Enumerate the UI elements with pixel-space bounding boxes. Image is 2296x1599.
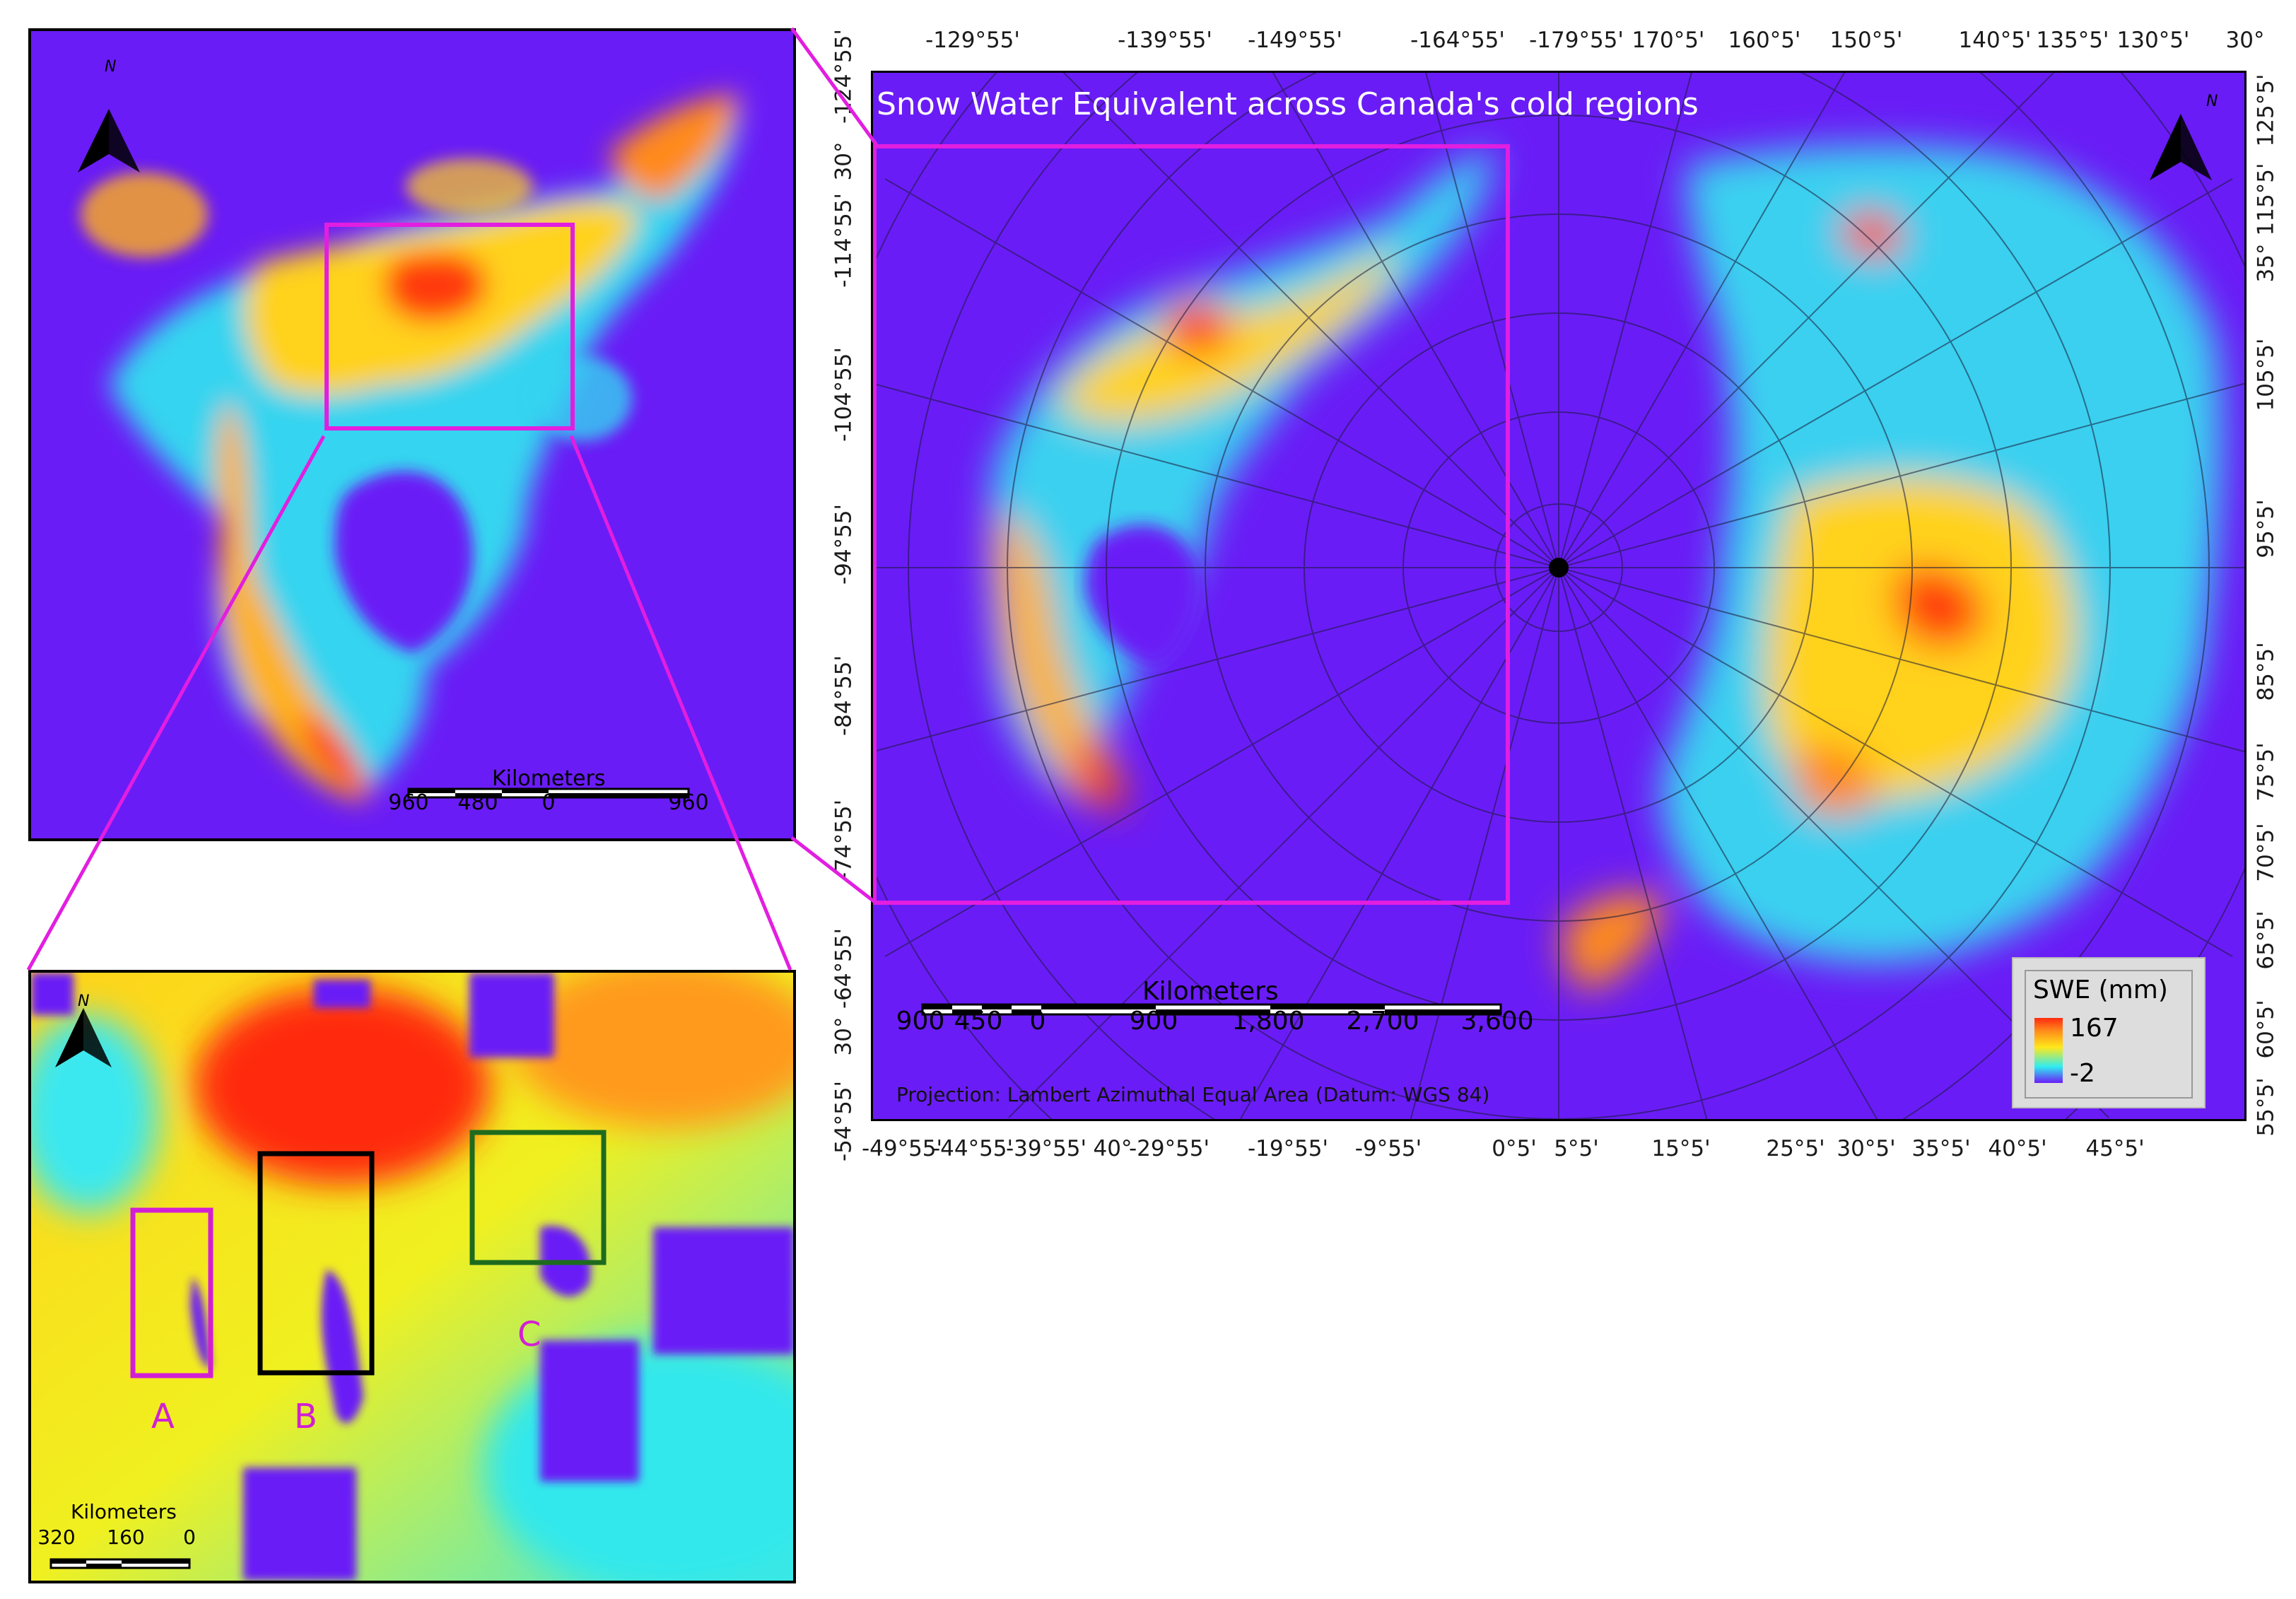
top-tick-label: -149°55' — [1248, 28, 1342, 53]
region-b-box — [257, 1151, 375, 1376]
main-scale-label: 0 — [1029, 1007, 1046, 1036]
bottom-tick-label: -19°55' — [1247, 1136, 1329, 1161]
right-tick-label: 55°5' — [2253, 1077, 2279, 1137]
top-tick-label: -129°55' — [925, 28, 1020, 53]
arctic-islands — [81, 158, 632, 441]
right-tick-label: 125°5' — [2253, 74, 2279, 147]
main-polar-map: N — [871, 71, 2247, 1121]
left-tick-label: -64°55' — [831, 927, 857, 1009]
swe-legend: SWE (mm) 167 -2 — [2012, 957, 2206, 1108]
left-tick-label: -94°55' — [831, 503, 857, 585]
left-tick-label: -124°55' — [831, 29, 857, 124]
left-tick-label: 30° — [831, 141, 857, 181]
top-tick-label: 140°5' — [1958, 28, 2032, 53]
top-tick-label: 130°5' — [2116, 28, 2190, 53]
zoom-box — [324, 223, 575, 430]
legend-title: SWE (mm) — [2033, 976, 2168, 1004]
bottom-tick-label: 40° — [1093, 1136, 1132, 1161]
bottom-tick-label: 45°5' — [2085, 1136, 2145, 1161]
left-tick-label: -114°55' — [831, 193, 857, 288]
zoom-water-patches — [31, 973, 793, 1581]
right-tick-label: 70°5' — [2253, 823, 2279, 882]
projection-note: Projection: Lambert Azimuthal Equal Area… — [896, 1083, 1490, 1106]
main-scale-label: 3,600 — [1460, 1007, 1534, 1036]
bottom-tick-label: 30°5' — [1837, 1136, 1896, 1161]
inset-zoom-scale-title: Kilometers — [71, 1500, 177, 1523]
eurasia-snow — [1563, 144, 2222, 992]
bottom-tick-label: -39°55' — [1005, 1136, 1087, 1161]
right-tick-label: 65°5' — [2253, 910, 2279, 970]
bottom-tick-label: 0°5' — [1492, 1136, 1537, 1161]
left-tick-label: 30° — [831, 1017, 857, 1056]
legend-color-ramp — [2034, 1018, 2063, 1083]
main-north-label: N — [2206, 93, 2218, 110]
map-title: Snow Water Equivalent across Canada's co… — [877, 86, 1699, 122]
left-tick-label: -54°55' — [831, 1080, 857, 1162]
top-tick-label: 135°5' — [2036, 28, 2109, 53]
top-tick-label: 170°5' — [1632, 28, 1705, 53]
top-tick-label: -139°55' — [1118, 28, 1212, 53]
bottom-tick-label: 25°5' — [1766, 1136, 1825, 1161]
top-tick-label: 30° — [2225, 28, 2265, 53]
region-c-label: C — [517, 1315, 541, 1354]
right-tick-label: 60°5' — [2253, 1000, 2279, 1059]
right-tick-label: 95°5' — [2253, 499, 2279, 558]
right-tick-label: 75°5' — [2253, 742, 2279, 802]
inset-canada-scale-label: 960 — [388, 790, 429, 815]
canada-extent-box — [873, 144, 1510, 905]
inset-zoom-map: N A B C Kilometers 320 160 0 — [28, 970, 796, 1583]
bottom-tick-label: 15°5' — [1651, 1136, 1711, 1161]
right-tick-label: 85°5' — [2253, 642, 2279, 701]
bottom-tick-label: -9°55' — [1354, 1136, 1422, 1161]
inset-zoom-scale-bar — [49, 1558, 191, 1569]
north-arrow-icon — [55, 1008, 112, 1067]
region-c-box — [469, 1130, 607, 1265]
right-tick-label: 115°5' — [2253, 163, 2279, 236]
top-tick-label: -164°55' — [1410, 28, 1505, 53]
bottom-tick-label: 5°5' — [1554, 1136, 1599, 1161]
left-tick-label: -74°55' — [831, 799, 857, 881]
inset-canada-scale-title: Kilometers — [492, 766, 606, 791]
inset-canada-scale-label: 0 — [541, 790, 556, 815]
top-tick-label: 150°5' — [1829, 28, 1903, 53]
bottom-tick-label: 40°5' — [1988, 1136, 2047, 1161]
north-pole-marker — [1549, 558, 1569, 578]
inset-zoom-scale-label: 160 — [107, 1525, 145, 1549]
bottom-tick-label: -44°55' — [932, 1136, 1014, 1161]
bottom-tick-label: 35°5' — [1911, 1136, 1971, 1161]
region-a-label: A — [151, 1397, 175, 1436]
main-scale-bar — [921, 1003, 1502, 1016]
inset-canada-scale-label: 480 — [457, 790, 498, 815]
left-tick-label: -84°55' — [831, 655, 857, 737]
inset-canada-scale-label: 960 — [668, 790, 709, 815]
region-a-box — [130, 1207, 213, 1378]
legend-min-label: -2 — [2070, 1059, 2095, 1088]
left-tick-label: -104°55' — [831, 347, 857, 442]
main-scale-label: 2,700 — [1346, 1007, 1419, 1036]
right-tick-label: 35° — [2253, 243, 2279, 283]
bottom-tick-label: -49°55' — [861, 1136, 943, 1161]
top-tick-label: -179°55' — [1529, 28, 1624, 53]
main-scale-label: 450 — [954, 1007, 1003, 1036]
inset-zoom-scale-label: 320 — [37, 1525, 76, 1549]
inset-zoom-north-label: N — [78, 992, 90, 1010]
inset-zoom-scale-label: 0 — [183, 1525, 196, 1549]
inset-canada-map: N Kilometers 960 480 0 960 — [28, 28, 796, 841]
bottom-tick-label: -29°55' — [1128, 1136, 1210, 1161]
north-arrow-icon — [2150, 114, 2212, 180]
main-scale-label: 900 — [1129, 1007, 1178, 1036]
main-scale-label: 900 — [896, 1007, 945, 1036]
right-tick-label: 105°5' — [2253, 338, 2279, 411]
top-tick-label: 160°5' — [1728, 28, 1801, 53]
north-arrow-icon — [78, 109, 140, 172]
legend-max-label: 167 — [2070, 1014, 2119, 1043]
main-scale-label: 1,800 — [1231, 1007, 1305, 1036]
graticule — [873, 73, 2244, 1119]
inset-canada-north-label: N — [105, 58, 117, 76]
main-scale-title: Kilometers — [1142, 977, 1279, 1006]
region-b-label: B — [294, 1397, 317, 1436]
